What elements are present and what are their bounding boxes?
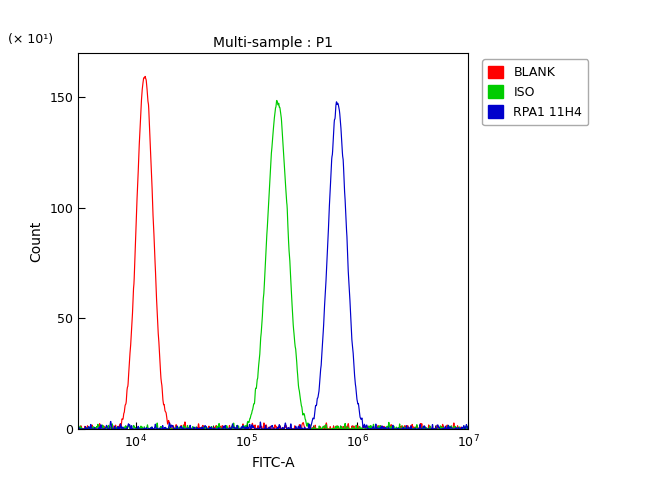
ISO: [240, 425, 248, 430]
RPA1 11H4: [240, 426, 248, 432]
RPA1 11H4: [415, 426, 422, 432]
ISO: [224, 425, 231, 431]
RPA1 11H4: [333, 99, 341, 105]
ISO: [456, 426, 464, 432]
Y-axis label: Count: Count: [30, 220, 44, 262]
Line: BLANK: BLANK: [78, 76, 468, 429]
BLANK: [74, 426, 82, 432]
BLANK: [119, 416, 127, 422]
ISO: [118, 425, 126, 431]
RPA1 11H4: [224, 426, 231, 432]
Legend: BLANK, ISO, RPA1 11H4: BLANK, ISO, RPA1 11H4: [482, 59, 588, 125]
ISO: [273, 97, 281, 103]
Title: Multi-sample : P1: Multi-sample : P1: [213, 37, 333, 51]
BLANK: [224, 426, 231, 432]
ISO: [415, 426, 422, 432]
BLANK: [464, 425, 472, 430]
ISO: [74, 426, 82, 432]
Text: (× 10¹): (× 10¹): [8, 32, 53, 45]
BLANK: [457, 425, 465, 430]
RPA1 11H4: [464, 426, 472, 432]
ISO: [142, 426, 150, 432]
BLANK: [142, 76, 150, 82]
ISO: [464, 423, 472, 429]
Line: ISO: ISO: [78, 100, 468, 429]
RPA1 11H4: [456, 426, 464, 432]
BLANK: [74, 426, 82, 432]
X-axis label: FITC-A: FITC-A: [251, 456, 295, 470]
RPA1 11H4: [142, 426, 150, 432]
Line: RPA1 11H4: RPA1 11H4: [78, 102, 468, 429]
RPA1 11H4: [118, 425, 126, 431]
RPA1 11H4: [74, 426, 82, 432]
BLANK: [240, 426, 248, 432]
BLANK: [141, 73, 149, 79]
BLANK: [415, 426, 422, 431]
